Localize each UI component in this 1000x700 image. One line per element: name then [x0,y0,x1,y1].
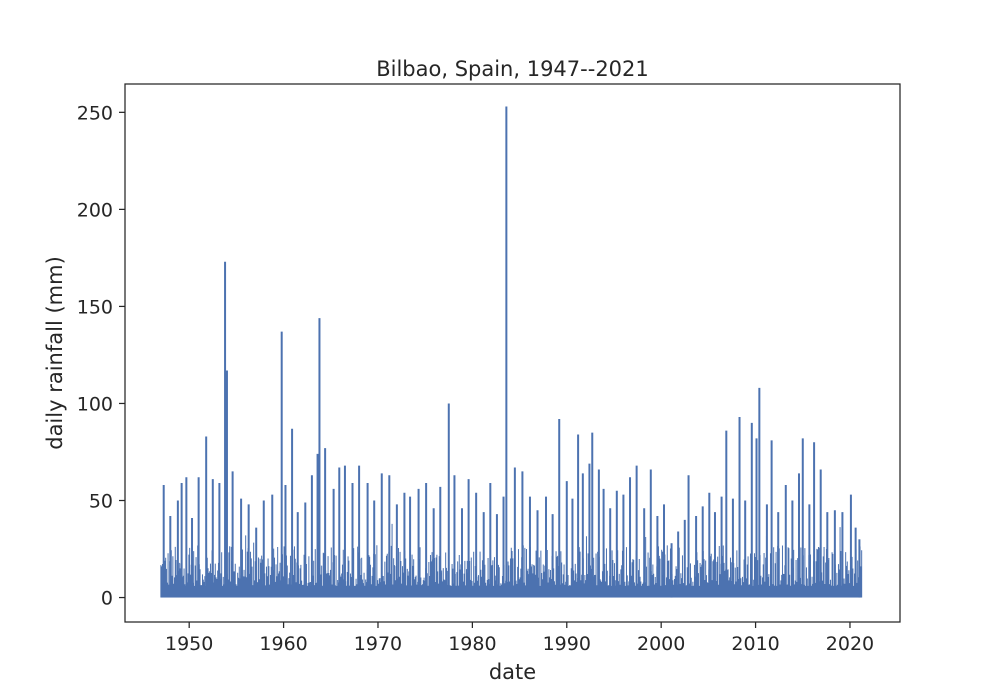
y-tick-label: 200 [77,199,113,221]
y-axis-label: daily rainfall (mm) [43,256,67,450]
x-tick-label: 1960 [259,633,307,655]
x-tick-label: 2020 [826,633,874,655]
y-axis: 0 50 100 150 200 250 [77,102,125,610]
plot-frame [124,83,901,623]
y-tick-label: 100 [77,393,113,415]
daily-spikes [160,523,863,598]
x-tick-label: 2000 [637,633,685,655]
x-tick-label: 1950 [165,633,213,655]
chart-title: Bilbao, Spain, 1947--2021 [376,57,649,81]
x-tick-label: 2010 [731,633,779,655]
y-tick-label: 150 [77,296,113,318]
rainfall-series [160,106,863,598]
x-tick-label: 1980 [448,633,496,655]
y-tick-label: 0 [101,588,113,610]
data-layer [160,106,863,598]
x-axis: 1950 1960 1970 1980 1990 2000 2010 2020 [165,622,874,655]
x-axis-label: date [489,660,536,684]
x-tick-label: 1970 [354,633,402,655]
y-tick-label: 250 [77,102,113,124]
y-tick-label: 50 [89,491,113,513]
x-tick-label: 1990 [543,633,591,655]
